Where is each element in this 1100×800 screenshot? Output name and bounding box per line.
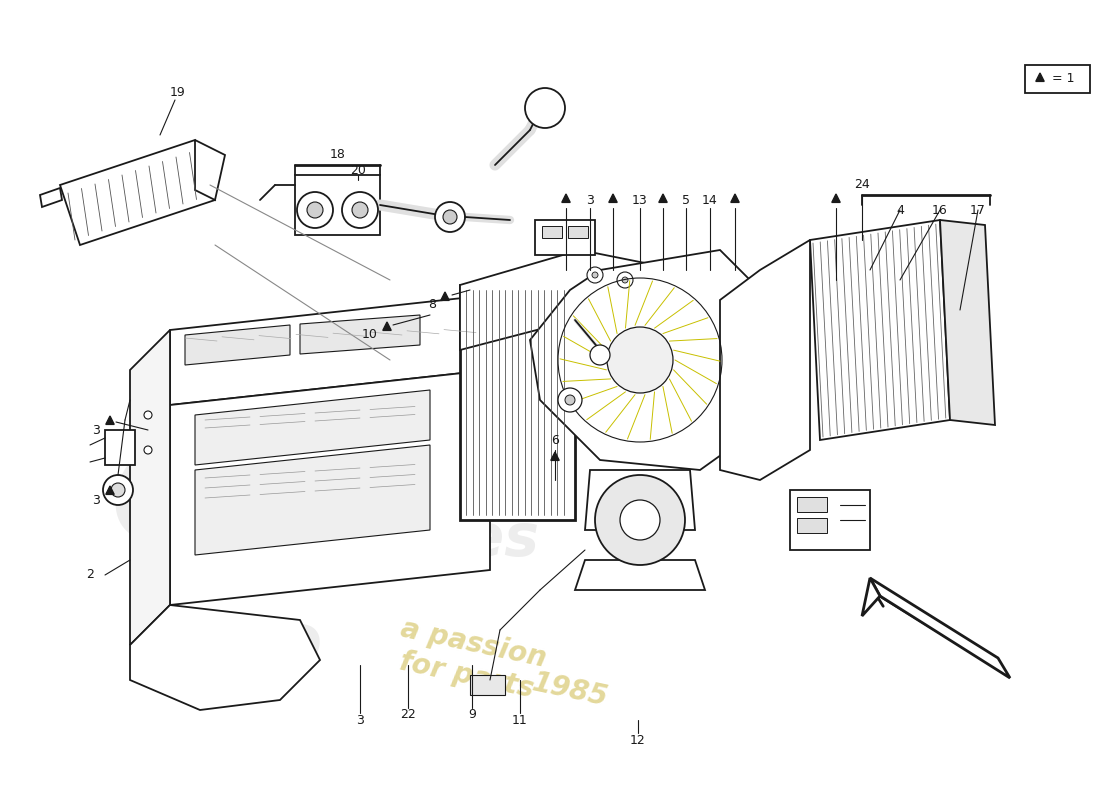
- Text: 14: 14: [702, 194, 718, 206]
- Text: = 1: = 1: [1052, 73, 1075, 86]
- Circle shape: [111, 483, 125, 497]
- Bar: [568, 226, 588, 238]
- Polygon shape: [862, 578, 880, 616]
- Polygon shape: [300, 315, 420, 354]
- Text: 3: 3: [586, 194, 594, 206]
- Polygon shape: [832, 194, 840, 202]
- Polygon shape: [185, 325, 290, 365]
- Polygon shape: [870, 578, 1010, 678]
- Polygon shape: [810, 220, 950, 440]
- Text: 19: 19: [170, 86, 186, 99]
- Text: 1985: 1985: [529, 668, 611, 712]
- Polygon shape: [575, 560, 705, 590]
- Circle shape: [621, 277, 628, 283]
- Polygon shape: [130, 330, 170, 645]
- Text: 16: 16: [932, 203, 948, 217]
- Polygon shape: [730, 194, 739, 202]
- Circle shape: [590, 345, 610, 365]
- Circle shape: [558, 388, 582, 412]
- Circle shape: [525, 88, 565, 128]
- Polygon shape: [383, 322, 392, 330]
- Circle shape: [434, 202, 465, 232]
- Circle shape: [617, 272, 632, 288]
- Circle shape: [307, 202, 323, 218]
- Polygon shape: [940, 220, 996, 425]
- Polygon shape: [530, 250, 770, 470]
- Circle shape: [592, 272, 598, 278]
- Text: 6: 6: [551, 434, 559, 446]
- Bar: [460, 285, 575, 520]
- Polygon shape: [659, 194, 668, 202]
- Text: 4: 4: [896, 203, 904, 217]
- Polygon shape: [170, 370, 490, 605]
- Polygon shape: [106, 486, 114, 494]
- Circle shape: [144, 446, 152, 454]
- Circle shape: [103, 475, 133, 505]
- Polygon shape: [170, 295, 490, 405]
- Circle shape: [620, 500, 660, 540]
- Text: 3: 3: [356, 714, 364, 726]
- Polygon shape: [195, 445, 430, 555]
- Polygon shape: [562, 194, 570, 202]
- Bar: [535, 220, 595, 255]
- Bar: [798, 497, 827, 512]
- Text: 22: 22: [400, 709, 416, 722]
- Text: 20: 20: [350, 163, 366, 177]
- Text: 17: 17: [970, 203, 986, 217]
- Bar: [104, 430, 135, 465]
- Text: 3: 3: [92, 494, 100, 506]
- Polygon shape: [195, 140, 226, 200]
- Text: 8: 8: [428, 298, 436, 311]
- Polygon shape: [551, 452, 559, 460]
- Bar: [1025, 65, 1090, 93]
- Polygon shape: [608, 194, 617, 202]
- Bar: [295, 175, 380, 235]
- Circle shape: [595, 475, 685, 565]
- Text: a passion
for parts: a passion for parts: [392, 615, 549, 705]
- Circle shape: [587, 267, 603, 283]
- Bar: [798, 518, 827, 533]
- Bar: [542, 226, 562, 238]
- Polygon shape: [40, 188, 62, 207]
- Bar: [470, 675, 505, 695]
- Text: e: e: [109, 402, 231, 578]
- Circle shape: [565, 395, 575, 405]
- Circle shape: [607, 327, 673, 393]
- Polygon shape: [60, 140, 215, 245]
- Text: 12: 12: [630, 734, 646, 746]
- Circle shape: [443, 210, 456, 224]
- Text: 3: 3: [92, 423, 100, 437]
- Text: 5: 5: [682, 194, 690, 206]
- Text: 10: 10: [362, 329, 378, 342]
- Text: 13: 13: [632, 194, 648, 206]
- Circle shape: [297, 192, 333, 228]
- Text: u
r
o: u r o: [267, 438, 322, 682]
- Polygon shape: [1036, 73, 1044, 82]
- Text: 2: 2: [86, 569, 94, 582]
- Polygon shape: [130, 605, 320, 710]
- Circle shape: [342, 192, 378, 228]
- Polygon shape: [106, 416, 114, 424]
- Polygon shape: [460, 250, 680, 350]
- Text: 18: 18: [330, 149, 345, 162]
- Polygon shape: [720, 240, 810, 480]
- Text: 9: 9: [469, 709, 476, 722]
- Circle shape: [352, 202, 368, 218]
- Text: 24: 24: [854, 178, 870, 191]
- Polygon shape: [441, 292, 449, 300]
- Polygon shape: [195, 390, 430, 465]
- Bar: [790, 490, 870, 550]
- Polygon shape: [585, 470, 695, 530]
- Text: 11: 11: [513, 714, 528, 726]
- Text: spares: spares: [320, 511, 539, 569]
- Circle shape: [144, 411, 152, 419]
